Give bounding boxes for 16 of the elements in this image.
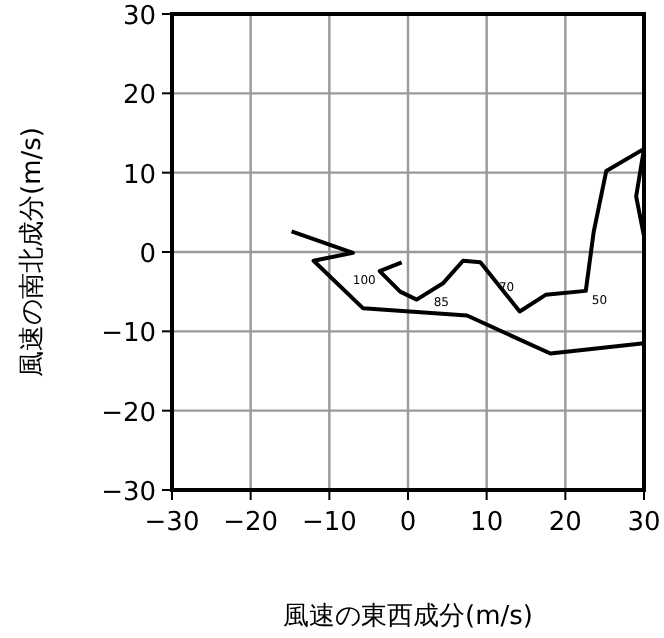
y-tick-label: 30 [122,2,156,32]
x-tick-label: 0 [399,508,417,538]
x-tick-label: −20 [223,508,279,538]
y-tick-label: 10 [122,160,156,191]
x-tick-label: 30 [627,508,661,538]
x-tick-label: 20 [548,508,582,538]
y-tick-label: 20 [122,81,156,112]
x-tick-label: −30 [144,508,200,538]
x-tick-label: −10 [301,508,357,538]
x-axis-title: 風速の東西成分(m/s) [283,602,533,632]
y-tick-label: −10 [101,319,156,350]
x-tick-label: 10 [470,508,504,538]
y-tick-label: 0 [139,240,156,270]
y-axis-title: 風速の南北成分(m/s) [18,127,48,377]
y-tick-label: −30 [101,478,156,508]
y-tick-label: −20 [101,398,156,429]
